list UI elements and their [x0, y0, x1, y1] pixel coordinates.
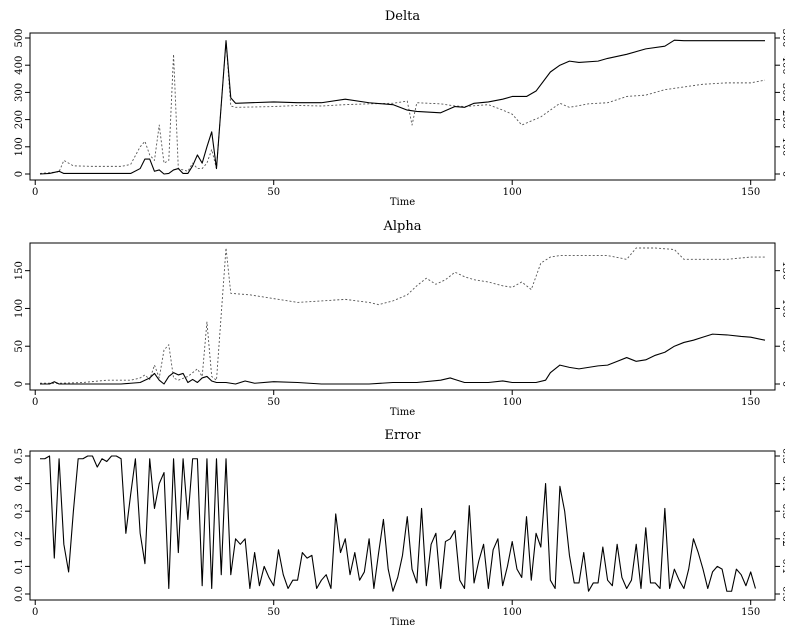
series-line-solid — [40, 333, 766, 385]
y-tick-label: 0.3 — [14, 503, 25, 519]
x-tick-label: 50 — [267, 607, 280, 618]
y-tick-label: 300 — [14, 83, 25, 102]
panel-title: Error — [385, 428, 422, 443]
x-axis-label: Time — [390, 197, 415, 208]
plot-frame — [29, 450, 776, 601]
right-y-tick-label: 500 — [780, 28, 785, 47]
panel-title: Delta — [385, 9, 420, 24]
y-tick-label: 400 — [14, 56, 25, 75]
x-tick-label: 150 — [741, 187, 760, 198]
plot-frame — [29, 242, 776, 391]
x-tick-label: 150 — [741, 397, 760, 408]
right-y-tick-label: 0 — [780, 381, 785, 387]
y-tick-label: 100 — [14, 299, 25, 318]
y-tick-label: 200 — [14, 110, 25, 129]
right-y-tick-label: 300 — [780, 83, 785, 102]
right-y-tick-label: 50 — [780, 340, 785, 353]
right-y-tick-label: 0.0 — [780, 586, 785, 602]
right-y-tick-label: 100 — [780, 299, 785, 318]
right-y-tick-label: 0.4 — [780, 476, 785, 492]
panel-delta: Delta 0 50 100 150 Time 0 100 200 300 400 500 0 100 20… — [14, 9, 785, 208]
series-line-dashed — [40, 247, 765, 384]
right-y-tick-label: 400 — [780, 56, 785, 75]
x-tick-label: 100 — [503, 397, 522, 408]
x-tick-label: 100 — [503, 187, 522, 198]
x-axis-label: Time — [390, 617, 415, 628]
right-y-tick-label: 0.3 — [780, 503, 785, 519]
right-y-tick-label: 200 — [780, 110, 785, 129]
right-y-tick-label: 100 — [780, 137, 785, 156]
y-tick-label: 50 — [14, 340, 25, 353]
x-tick-label: 0 — [32, 607, 38, 618]
x-tick-label: 0 — [32, 187, 38, 198]
y-tick-label: 0.0 — [14, 586, 25, 602]
y-tick-label: 0.4 — [14, 476, 25, 492]
right-y-tick-label: 0.1 — [780, 558, 785, 574]
series-line-solid — [40, 455, 756, 592]
y-tick-label: 0 — [14, 381, 25, 387]
x-tick-label: 100 — [503, 607, 522, 618]
y-tick-label: 150 — [14, 261, 25, 280]
y-tick-label: 0.1 — [14, 558, 25, 574]
y-tick-label: 0.5 — [14, 448, 25, 464]
right-y-tick-label: 0.5 — [780, 448, 785, 464]
series-line-solid — [39, 39, 765, 175]
x-tick-label: 150 — [741, 607, 760, 618]
x-tick-label: 0 — [32, 397, 38, 408]
y-tick-label: 0.2 — [14, 531, 25, 547]
y-tick-label: 500 — [14, 28, 25, 47]
x-tick-label: 50 — [267, 187, 280, 198]
panel-title: Alpha — [383, 219, 422, 234]
plot-frame — [29, 32, 776, 181]
right-y-tick-label: 0 — [780, 171, 785, 177]
x-axis-label: Time — [390, 407, 415, 418]
panel-alpha: Alpha 0 50 100 150 Time 0 50 100 150 0 50 100 150 — [14, 219, 785, 418]
y-tick-label: 0 — [14, 171, 25, 177]
right-y-tick-label: 150 — [780, 261, 785, 280]
x-tick-label: 50 — [267, 397, 280, 408]
right-y-tick-label: 0.2 — [780, 531, 785, 547]
panel-error: Error 0 50 100 150 Time 0.0 0.1 0.2 0.3 0.4 0.5 0.0 0… — [14, 428, 785, 628]
series-line-dashed — [39, 40, 766, 174]
y-tick-label: 100 — [14, 137, 25, 156]
